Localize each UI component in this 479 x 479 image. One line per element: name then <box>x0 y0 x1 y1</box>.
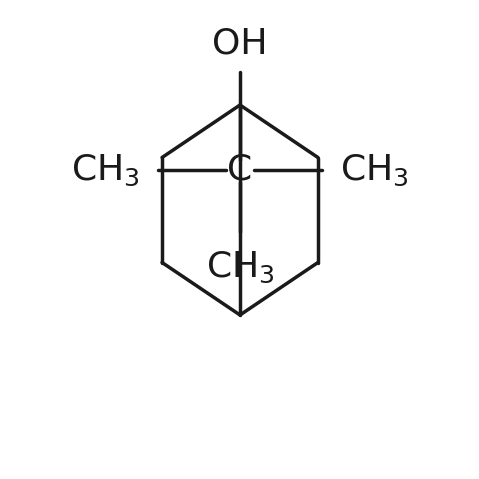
Text: OH: OH <box>212 26 268 60</box>
Text: C: C <box>228 153 252 187</box>
Text: $\mathregular{CH_3}$: $\mathregular{CH_3}$ <box>71 152 140 188</box>
Text: $\mathregular{CH_3}$: $\mathregular{CH_3}$ <box>205 250 274 285</box>
Text: $\mathregular{CH_3}$: $\mathregular{CH_3}$ <box>340 152 409 188</box>
